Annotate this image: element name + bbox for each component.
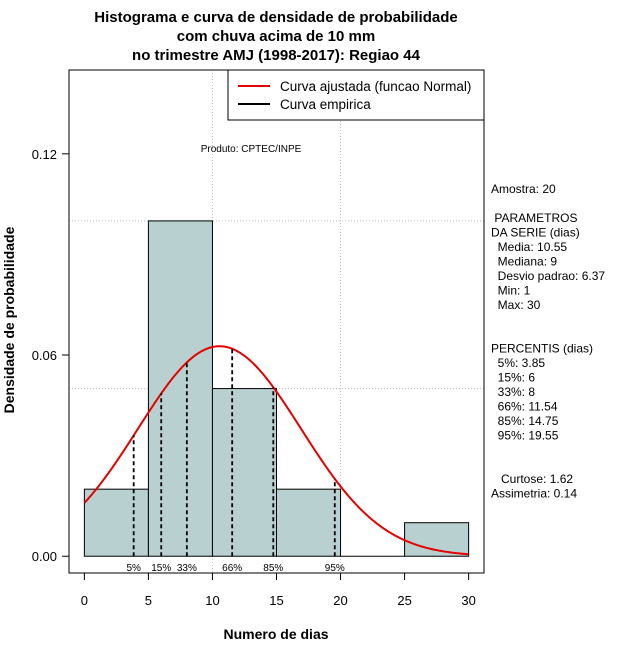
percentile-label-4: 85% xyxy=(263,563,283,574)
product-credit: Produto: CPTEC/INPE xyxy=(201,144,302,155)
histogram-bars xyxy=(83,220,470,557)
legend-label-fitted: Curva ajustada (funcao Normal) xyxy=(280,79,471,94)
percentile-label-5: 95% xyxy=(325,563,345,574)
stats-line-20: Curtose: 1.62 xyxy=(491,472,573,486)
chart-title-line-1: Histograma e curva de densidade de proba… xyxy=(94,9,457,26)
percentile-label-3: 66% xyxy=(222,563,242,574)
x-tick-label-0: 0 xyxy=(81,593,88,608)
percentile-label-2: 33% xyxy=(177,563,197,574)
normal-fit-curve xyxy=(83,345,469,556)
x-tick-label-6: 30 xyxy=(461,593,475,608)
stats-line-11: PERCENTIS (dias) xyxy=(491,342,593,356)
stats-line-13: 15%: 6 xyxy=(491,371,535,385)
stats-line-2: PARAMETROS xyxy=(491,211,577,225)
x-tick-label-1: 5 xyxy=(145,593,152,608)
y-tick-label-1: 0.06 xyxy=(32,348,57,363)
x-tick-label-4: 20 xyxy=(333,593,347,608)
stats-line-0: Amostra: 20 xyxy=(491,182,556,196)
normal-curve-layer xyxy=(83,345,469,556)
stats-line-3: DA SERIE (dias) xyxy=(491,226,580,240)
histogram-bar-5 xyxy=(404,522,470,557)
percentile-label-0: 5% xyxy=(126,563,141,574)
y-tick-label-0: 0.00 xyxy=(32,549,57,564)
histogram-bar-0 xyxy=(83,488,149,557)
x-tick-label-5: 25 xyxy=(397,593,411,608)
percentile-markers: 5% 15% 33% 66% 85% 95% xyxy=(126,348,345,574)
stats-line-17: 95%: 19.55 xyxy=(491,429,559,443)
legend-box xyxy=(227,69,485,121)
stats-line-21: Assimetria: 0.14 xyxy=(491,487,577,501)
y-tick-label-2: 0.12 xyxy=(32,147,57,162)
chart-title-line-3: no trimestre AMJ (1998-2017): Regiao 44 xyxy=(132,47,421,64)
axes-layer: 0 5 10 15 20 25 30 0.00 0.06 0.12 xyxy=(32,147,476,608)
y-axis-title: Densidade de probabilidade xyxy=(1,226,17,413)
histogram-bar-3 xyxy=(276,488,342,557)
stats-line-8: Max: 30 xyxy=(491,298,541,312)
stats-line-15: 66%: 11.54 xyxy=(491,400,558,414)
stats-line-5: Mediana: 9 xyxy=(491,255,557,269)
stats-line-7: Min: 1 xyxy=(491,284,531,298)
x-axis-title: Numero de dias xyxy=(223,626,328,642)
percentile-label-1: 15% xyxy=(151,563,171,574)
legend: Curva ajustada (funcao Normal) Curva emp… xyxy=(227,69,485,121)
stats-line-4: Media: 10.55 xyxy=(491,240,567,254)
stats-line-16: 85%: 14.75 xyxy=(491,414,559,428)
stats-line-6: Desvio padrao: 6.37 xyxy=(491,269,605,283)
x-tick-label-2: 10 xyxy=(205,593,219,608)
legend-label-empirical: Curva empirica xyxy=(280,97,371,112)
histogram-bar-1 xyxy=(147,220,213,557)
stats-line-12: 5%: 3.85 xyxy=(491,356,545,370)
chart-title-line-2: com chuva acima de 10 mm xyxy=(177,28,375,45)
stats-line-14: 33%: 8 xyxy=(491,385,535,399)
histogram-bar-2 xyxy=(211,388,277,557)
x-tick-label-3: 15 xyxy=(269,593,283,608)
